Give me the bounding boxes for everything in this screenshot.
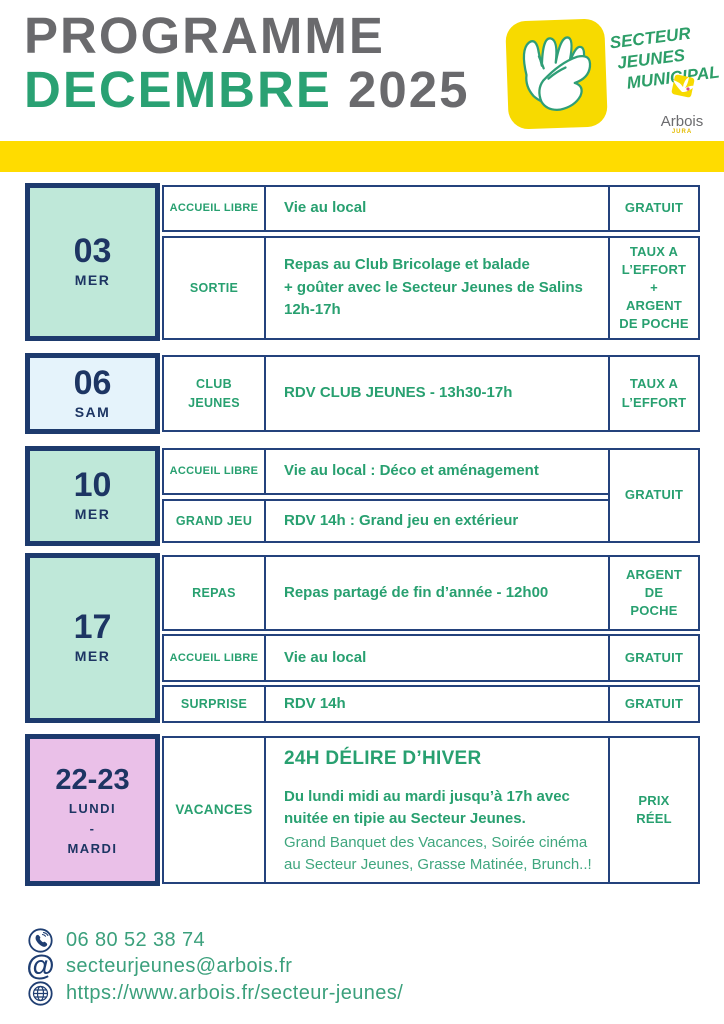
price-cell: GRATUIT (608, 685, 700, 723)
price-cell: TAUX A L’EFFORT + ARGENT DE POCHE (608, 236, 700, 340)
date-weekday: LUNDI - MARDI (67, 800, 118, 857)
activity-desc-cell: RDV 14h (264, 685, 610, 723)
activity-desc-cell: RDV CLUB JEUNES - 13h30-17h (264, 355, 610, 432)
date-number: 10 (73, 466, 112, 505)
activity-desc-cell: Vie au local (264, 185, 610, 232)
page-title: PROGRAMME (24, 7, 385, 64)
date-number: 22-23 (55, 763, 130, 796)
price-cell: TAUX A L’EFFORT (608, 355, 700, 432)
arbois-name: Arbois (660, 113, 704, 130)
activity-desc-cell: RDV 14h : Grand jeu en extérieur (264, 499, 610, 543)
activity-type-cell: SORTIE (162, 236, 266, 340)
activity-desc-cell: Repas au Club Bricolage et balade + goût… (264, 236, 610, 340)
date-weekday: SAM (74, 403, 111, 420)
contact-email-line: @ secteurjeunes@arbois.fr (26, 949, 293, 982)
activity-type-cell: ACCUEIL LIBRE (162, 185, 266, 232)
activity-type-cell: ACCUEIL LIBRE (162, 634, 266, 682)
arbois-sub: JURA (671, 129, 693, 135)
subtitle-year: 2025 (348, 61, 470, 118)
phone-icon (28, 927, 53, 953)
phone-number[interactable]: 06 80 52 38 74 (66, 928, 206, 951)
vacation-desc-bold: Du lundi midi au mardi jusqu’à 17h avec … (284, 788, 570, 827)
secteur-jeunes-logo (505, 18, 608, 130)
contact-phone-line: 06 80 52 38 74 (28, 927, 205, 953)
page-subtitle: DECEMBRE 2025 (24, 62, 470, 118)
activity-type-cell: VACANCES (162, 736, 266, 884)
activity-type-cell: CLUB JEUNES (162, 355, 266, 432)
price-cell: ARGENT DE POCHE (608, 555, 700, 631)
date-number: 17 (73, 608, 112, 647)
hands-illustration (522, 36, 591, 111)
date-number: 03 (73, 232, 112, 271)
date-box-10: 10 MER (25, 446, 160, 546)
arbois-logo: Arbois JURA (648, 72, 716, 136)
contact-website-line: https://www.arbois.fr/secteur-jeunes/ (28, 980, 403, 1006)
activity-type-cell: ACCUEIL LIBRE (162, 448, 266, 495)
date-box-22-23: 22-23 LUNDI - MARDI (25, 734, 160, 886)
date-box-17: 17 MER (25, 553, 160, 723)
date-weekday: MER (74, 506, 111, 523)
activity-desc-cell: 24H DÉLIRE D’HIVER Du lundi midi au mard… (264, 736, 610, 884)
vacation-title: 24H DÉLIRE D’HIVER (284, 747, 482, 769)
date-weekday: MER (74, 272, 111, 289)
at-sign-icon: @ (26, 949, 55, 982)
arbois-bird-icon (671, 74, 695, 98)
subtitle-month: DECEMBRE (24, 61, 332, 118)
activity-type-cell: GRAND JEU (162, 499, 266, 543)
date-box-03: 03 MER (25, 183, 160, 341)
yellow-divider-band (0, 141, 724, 172)
price-cell: GRATUIT (608, 185, 700, 232)
date-number: 06 (73, 363, 112, 402)
price-cell: GRATUIT (608, 634, 700, 682)
activity-desc-cell: Vie au local (264, 634, 610, 682)
price-cell: PRIX RÉEL (608, 736, 700, 884)
vacation-desc-normal: Grand Banquet des Vacances, Soirée ciném… (284, 833, 592, 873)
activity-desc-cell: Repas partagé de fin d’année - 12h00 (264, 555, 610, 631)
date-weekday: MER (74, 648, 111, 665)
activity-desc-cell: Vie au local : Déco et aménagement (264, 448, 610, 495)
globe-icon (28, 980, 53, 1006)
price-cell-shared: GRATUIT (608, 448, 700, 543)
date-box-06: 06 SAM (25, 353, 160, 434)
activity-type-cell: REPAS (162, 555, 266, 631)
activity-type-cell: SURPRISE (162, 685, 266, 723)
email-address[interactable]: secteurjeunes@arbois.fr (66, 954, 293, 977)
website-url[interactable]: https://www.arbois.fr/secteur-jeunes/ (66, 981, 404, 1004)
